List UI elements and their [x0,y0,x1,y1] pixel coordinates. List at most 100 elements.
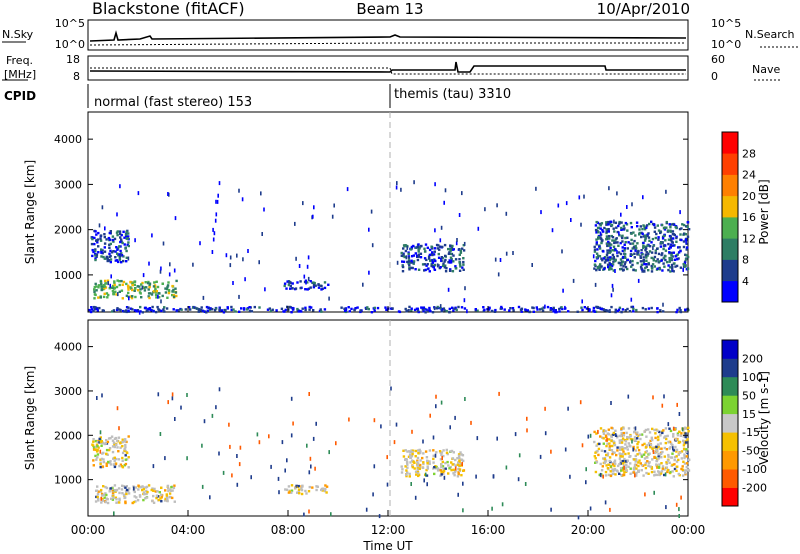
echo-cell [625,469,628,473]
echo-cell [628,310,632,313]
echo-cell [400,254,403,257]
echo-cell [622,431,625,435]
echo-cell [684,432,687,435]
echo-cell [674,255,677,258]
echo-cell [672,433,675,436]
echo-cell [595,241,598,244]
echo-cell [550,449,552,454]
echo-cell [639,225,642,228]
echo-cell [634,454,637,458]
echo-cell [612,287,614,292]
echo-cell [655,445,658,448]
echo-cell [645,263,648,266]
echo-cell [292,421,294,426]
echo-cell [657,435,660,439]
echo-cell [370,209,373,214]
echo-cell [286,458,288,463]
echo-cell [430,262,433,266]
echo-cell [626,236,629,239]
echo-cell [645,471,648,475]
echo-cell [139,292,142,295]
echo-cell [642,195,644,200]
echo-cell [608,442,611,445]
echo-cell [313,281,316,285]
echo-cell [418,465,421,468]
echo-cell [638,231,641,235]
echo-cell [651,237,655,241]
echo-cell [658,260,661,263]
echo-cell [644,308,647,311]
echo-cell [650,251,654,254]
echo-cell [327,283,330,286]
echo-cell [123,243,126,246]
echo-cell [171,496,174,500]
echo-cell [121,283,124,286]
echo-cell [608,463,611,466]
echo-cell [411,449,415,452]
y-tick-label: 4000 [54,341,82,354]
echo-cell [406,471,409,474]
echo-cell [98,437,101,441]
echo-cell [645,224,649,227]
echo-cell [656,429,659,432]
echo-cell [101,465,105,468]
echo-cell [635,246,638,250]
echo-cell [430,259,434,262]
echo-cell [119,308,122,312]
echo-cell [595,238,598,241]
echo-cell [619,241,622,245]
echo-cell [608,258,612,261]
echo-cell [655,260,658,263]
echo-cell [100,285,103,289]
echo-cell [678,474,681,477]
echo-cell [109,283,111,288]
echo-cell [303,274,306,279]
echo-cell [526,416,528,421]
echo-cell [346,187,349,192]
echo-cell [436,263,439,268]
svg-text:Nave: Nave [752,63,780,76]
echo-cell [418,246,421,249]
echo-cell [664,441,667,445]
echo-cell [95,289,98,292]
echo-cell [127,256,130,261]
echo-cell [612,431,615,435]
echo-cell [494,257,497,262]
echo-cell [107,293,110,297]
echo-cell [440,256,444,259]
echo-cell [111,289,115,293]
echo-cell [611,463,615,466]
echo-cell [171,284,174,288]
echo-cell [648,250,652,253]
echo-cell [174,417,176,421]
echo-cell [328,296,330,301]
echo-cell [618,222,621,225]
echo-cell [625,223,629,226]
echo-cell [670,263,674,267]
echo-cell [99,430,102,435]
echo-cell [113,286,117,290]
echo-cell [627,241,630,244]
echo-cell [609,246,612,249]
colorbar-swatch [722,217,738,239]
echo-cell [594,451,597,454]
echo-cell [572,278,575,283]
echo-cell [687,426,690,429]
echo-cell [314,466,316,471]
y-tick-label: 1000 [54,269,82,282]
echo-cell [643,228,647,231]
echo-cell [324,484,327,487]
echo-cell [158,308,161,312]
echo-cell [115,308,119,312]
echo-cell [406,260,409,264]
echo-cell [315,421,317,426]
echo-cell [650,467,654,470]
echo-cell [113,445,116,449]
echo-cell [440,470,443,474]
echo-cell [108,238,112,241]
echo-cell [629,462,632,465]
echo-cell [125,282,128,286]
echo-cell [677,458,680,462]
echo-cell [592,254,595,259]
echo-cell [660,462,663,465]
